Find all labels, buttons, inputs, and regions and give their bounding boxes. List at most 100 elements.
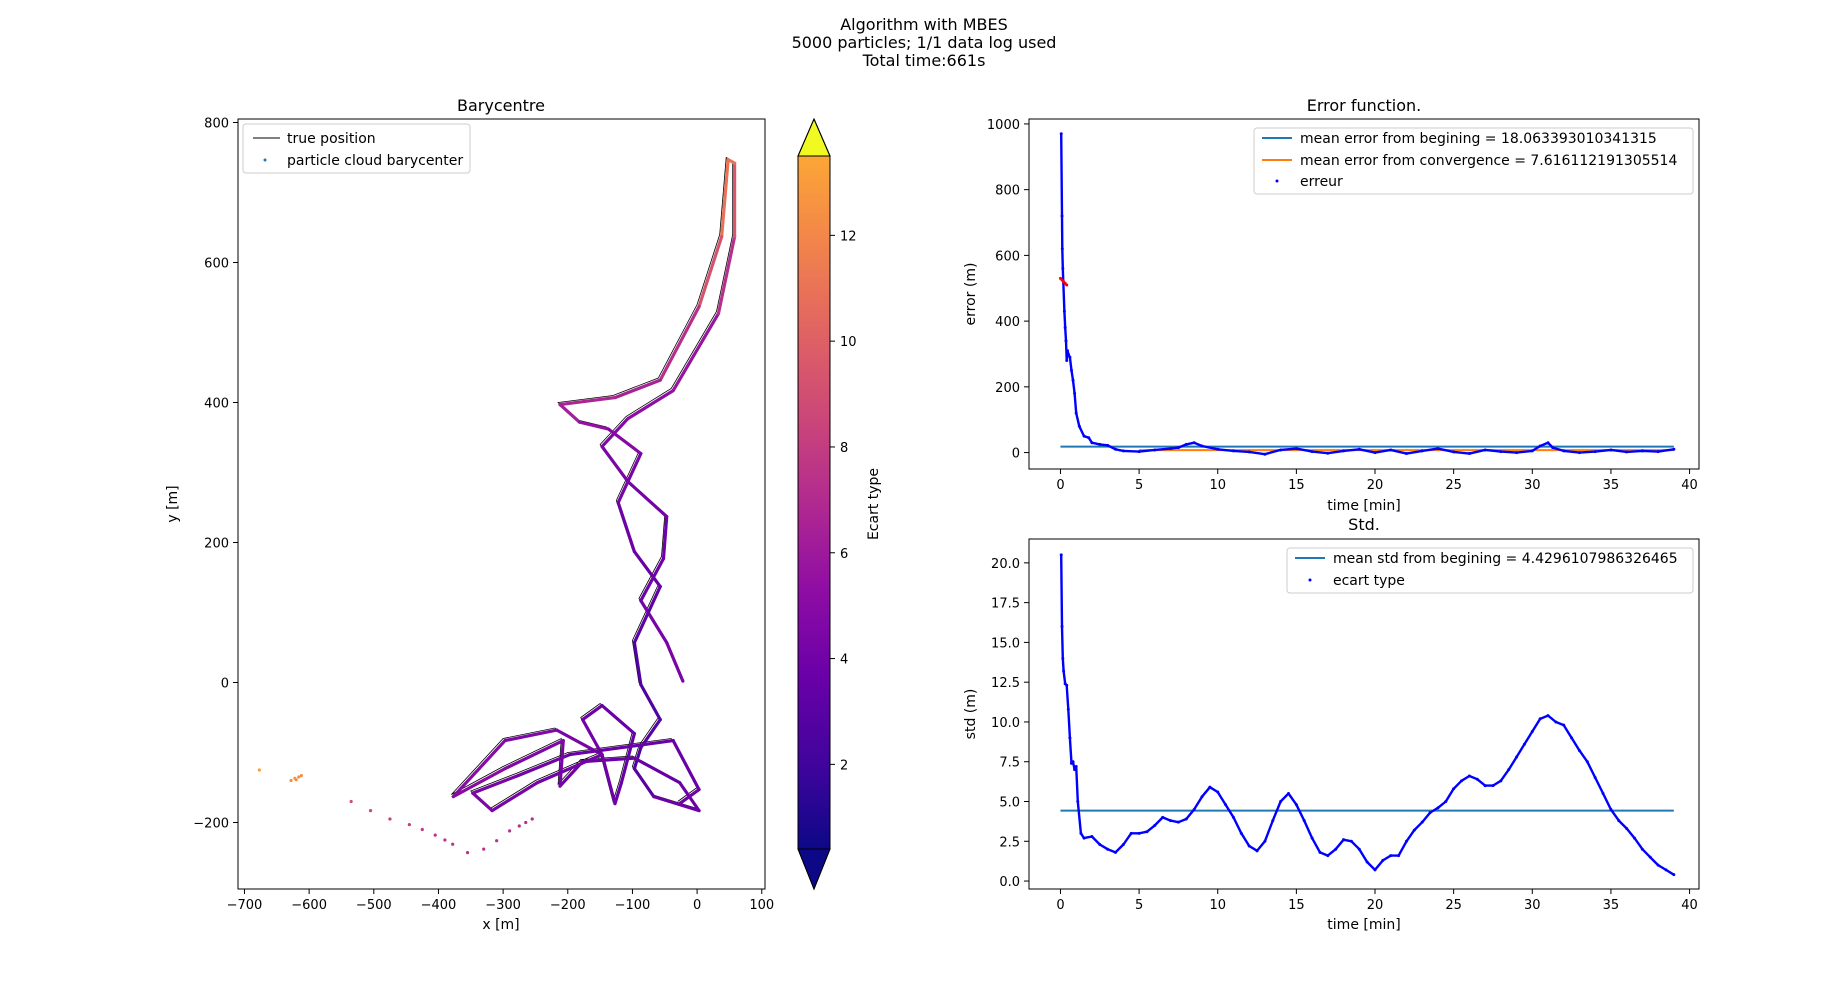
barycenter-segment — [632, 584, 662, 645]
error-point — [1192, 441, 1196, 445]
std-y-tick-label: 12.5 — [991, 676, 1020, 691]
barycentre-x-axis-label: x [m] — [482, 917, 519, 933]
std-point — [1365, 860, 1369, 864]
std-point — [1530, 730, 1534, 733]
barycenter-segment — [581, 717, 604, 757]
error-x-tick-label: 15 — [1288, 478, 1305, 493]
std-point — [1601, 792, 1605, 796]
error-point — [1087, 436, 1091, 440]
std-point — [1247, 844, 1251, 848]
legend-ecart-type-marker — [1308, 578, 1312, 582]
barycenter-segment — [639, 598, 669, 645]
std-point — [1318, 850, 1322, 854]
std-point — [1357, 847, 1361, 851]
std-legend: mean std from begining = 4.4296107986326… — [1286, 547, 1694, 594]
std-point — [1071, 760, 1075, 764]
std-point — [1073, 768, 1077, 772]
legend-true-position-label: true position — [287, 131, 376, 147]
std-point — [1625, 827, 1629, 831]
std-point — [1326, 854, 1330, 858]
error-point — [1065, 359, 1069, 363]
barycenter-point — [465, 851, 470, 855]
std-point — [1436, 806, 1440, 810]
std-point — [1224, 803, 1228, 807]
error-point — [1153, 448, 1157, 452]
std-point — [1349, 839, 1353, 843]
error-point — [1294, 447, 1298, 451]
std-point — [1428, 811, 1432, 815]
barycenter-segment — [658, 305, 701, 382]
colorbar-tick-label: 12 — [840, 229, 857, 244]
std-point — [1381, 858, 1385, 862]
error-axes-frame — [1028, 118, 1700, 470]
error-point — [1077, 424, 1081, 428]
std-point — [1577, 749, 1581, 753]
error-x-tick-label: 35 — [1603, 478, 1620, 493]
std-point — [1231, 815, 1235, 819]
std-point — [1066, 707, 1070, 711]
error-point — [1593, 450, 1597, 454]
std-point — [1208, 785, 1212, 789]
std-y-axis-label: std (m) — [963, 689, 979, 740]
std-point — [1114, 850, 1118, 854]
error-point — [1263, 452, 1267, 456]
error-point — [1071, 378, 1075, 382]
figure-title-line-2: 5000 particles; 1/1 data log used — [791, 33, 1057, 52]
error-point — [1625, 450, 1629, 454]
std-point — [1076, 800, 1080, 803]
legend-erreur-marker — [1275, 179, 1279, 183]
std-x-tick-label: 20 — [1367, 898, 1384, 913]
std-y-tick-label: 2.5 — [999, 835, 1020, 850]
std-point — [1200, 795, 1204, 799]
std-point — [1672, 873, 1676, 877]
error-scatter-trace — [1060, 133, 1674, 456]
legend-mean-error-begin-label: mean error from begining = 18.0633930103… — [1300, 131, 1657, 147]
error-point — [1436, 447, 1440, 451]
figure-title-line-1: Algorithm with MBES — [840, 15, 1008, 34]
std-point — [1090, 835, 1094, 838]
error-y-tick-label: 1000 — [987, 118, 1020, 133]
colorbar-tick-label: 8 — [840, 441, 848, 456]
barycenter-segment — [606, 427, 643, 456]
error-x-tick-label: 30 — [1524, 478, 1541, 493]
std-point — [1515, 755, 1519, 759]
barycenter-point — [368, 809, 373, 813]
barycentre-y-tick-label: 400 — [204, 397, 229, 412]
std-point — [1310, 836, 1314, 840]
legend-erreur-label: erreur — [1300, 174, 1343, 190]
legend-mean-error-convergence-label: mean error from convergence = 7.61611219… — [1300, 153, 1677, 169]
std-panel: Std. 0 5 10 15 20 25 30 35 40 0.0 2.5 5.0 7.5 10.0 12… — [963, 515, 1700, 933]
std-y-tick-label: 10.0 — [991, 716, 1020, 731]
barycentre-x-tick-label: −600 — [291, 898, 327, 913]
colorbar-extend-bottom — [797, 848, 831, 891]
barycenter-segment — [678, 787, 701, 806]
barycenter-segment — [451, 738, 507, 799]
error-point — [1069, 368, 1073, 372]
error-point — [1184, 442, 1188, 446]
barycenter-segment — [716, 235, 737, 316]
colorbar-tick-label: 2 — [840, 758, 848, 773]
error-point — [1515, 451, 1519, 455]
barycenter-segment — [671, 312, 721, 393]
error-point — [1247, 450, 1251, 454]
barycentre-x-tick-label: −400 — [421, 898, 457, 913]
error-point — [1452, 450, 1456, 454]
std-point — [1271, 819, 1275, 823]
error-point — [1562, 449, 1566, 453]
error-point — [1483, 448, 1487, 452]
std-point — [1475, 777, 1479, 781]
error-point — [1137, 450, 1141, 454]
error-point — [1074, 411, 1078, 415]
std-x-tick-label: 10 — [1209, 898, 1226, 913]
colorbar-tick-label: 10 — [840, 335, 857, 350]
error-point — [1326, 451, 1330, 455]
barycenter-segment — [490, 780, 539, 813]
error-point — [1169, 447, 1173, 451]
error-point — [1310, 450, 1314, 454]
std-point — [1068, 736, 1072, 740]
legend-barycenter-label: particle cloud barycenter — [287, 153, 463, 169]
error-point — [1640, 449, 1644, 453]
std-point — [1129, 831, 1133, 835]
error-point — [1200, 444, 1204, 448]
